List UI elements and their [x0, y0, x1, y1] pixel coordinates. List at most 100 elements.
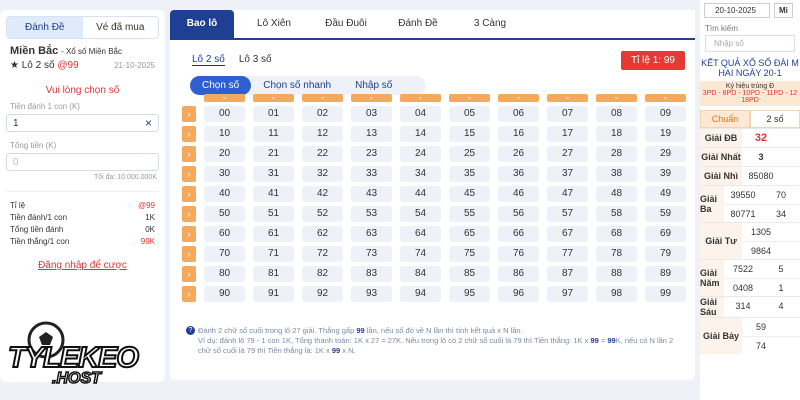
number-cell[interactable]: 74	[400, 246, 441, 262]
number-cell[interactable]: 63	[351, 226, 392, 242]
number-cell[interactable]: 20	[204, 146, 245, 162]
number-cell[interactable]: 83	[351, 266, 392, 282]
number-cell[interactable]: 32	[302, 166, 343, 182]
row-select[interactable]: ›	[182, 186, 196, 202]
row-select[interactable]: ›	[182, 146, 196, 162]
number-cell[interactable]: 00	[204, 106, 245, 122]
number-cell[interactable]: 69	[645, 226, 686, 242]
number-cell[interactable]: 94	[400, 286, 441, 302]
number-cell[interactable]: 30	[204, 166, 245, 182]
number-cell[interactable]: 13	[351, 126, 392, 142]
number-cell[interactable]: 39	[645, 166, 686, 182]
view-tab[interactable]: Chuẩn	[700, 110, 750, 128]
number-cell[interactable]: 78	[596, 246, 637, 262]
number-cell[interactable]: 01	[253, 106, 294, 122]
number-cell[interactable]: 93	[351, 286, 392, 302]
column-select[interactable]: ⌄	[645, 94, 686, 102]
number-cell[interactable]: 45	[449, 186, 490, 202]
sub-tab[interactable]: Lô 3 số	[238, 54, 272, 65]
number-cell[interactable]: 41	[253, 186, 294, 202]
column-select[interactable]: ⌄	[302, 94, 343, 102]
number-cell[interactable]: 05	[449, 106, 490, 122]
number-cell[interactable]: 68	[596, 226, 637, 242]
number-cell[interactable]: 97	[547, 286, 588, 302]
number-cell[interactable]: 27	[547, 146, 588, 162]
search-input[interactable]: Nhập số	[705, 35, 795, 52]
number-cell[interactable]: 90	[204, 286, 245, 302]
row-select[interactable]: ›	[182, 266, 196, 282]
number-cell[interactable]: 72	[302, 246, 343, 262]
number-cell[interactable]: 12	[302, 126, 343, 142]
number-cell[interactable]: 53	[351, 206, 392, 222]
number-cell[interactable]: 60	[204, 226, 245, 242]
number-cell[interactable]: 15	[449, 126, 490, 142]
number-cell[interactable]: 59	[645, 206, 686, 222]
number-cell[interactable]: 85	[449, 266, 490, 282]
number-cell[interactable]: 51	[253, 206, 294, 222]
number-cell[interactable]: 96	[498, 286, 539, 302]
clear-icon[interactable]: ×	[144, 116, 152, 130]
number-cell[interactable]: 98	[596, 286, 637, 302]
number-cell[interactable]: 17	[547, 126, 588, 142]
number-cell[interactable]: 06	[498, 106, 539, 122]
number-cell[interactable]: 77	[547, 246, 588, 262]
number-cell[interactable]: 71	[253, 246, 294, 262]
number-cell[interactable]: 64	[400, 226, 441, 242]
number-cell[interactable]: 04	[400, 106, 441, 122]
number-cell[interactable]: 86	[498, 266, 539, 282]
number-cell[interactable]: 07	[547, 106, 588, 122]
number-cell[interactable]: 82	[302, 266, 343, 282]
row-select[interactable]: ›	[182, 206, 196, 222]
number-cell[interactable]: 35	[449, 166, 490, 182]
number-cell[interactable]: 70	[204, 246, 245, 262]
number-cell[interactable]: 43	[351, 186, 392, 202]
number-cell[interactable]: 50	[204, 206, 245, 222]
tab[interactable]: Vé đã mua	[96, 22, 145, 33]
column-select[interactable]: ⌄	[547, 94, 588, 102]
number-cell[interactable]: 49	[645, 186, 686, 202]
number-cell[interactable]: 87	[547, 266, 588, 282]
number-cell[interactable]: 46	[498, 186, 539, 202]
number-cell[interactable]: 33	[351, 166, 392, 182]
number-cell[interactable]: 09	[645, 106, 686, 122]
number-cell[interactable]: 48	[596, 186, 637, 202]
number-cell[interactable]: 10	[204, 126, 245, 142]
row-select[interactable]: ›	[182, 286, 196, 302]
number-cell[interactable]: 24	[400, 146, 441, 162]
number-cell[interactable]: 56	[498, 206, 539, 222]
game-tab[interactable]: Lô Xiên	[257, 18, 291, 29]
game-tab[interactable]: 3 Càng	[473, 18, 507, 29]
row-select[interactable]: ›	[182, 226, 196, 242]
column-select[interactable]: ⌄	[596, 94, 637, 102]
mode-tab[interactable]: Chọn số nhanh	[263, 80, 332, 91]
stake-input[interactable]: 1 ×	[6, 114, 159, 132]
mode-tab[interactable]: Nhập số	[355, 80, 393, 91]
sub-tab[interactable]: Lô 2 số	[192, 54, 225, 66]
number-cell[interactable]: 18	[596, 126, 637, 142]
number-cell[interactable]: 62	[302, 226, 343, 242]
number-cell[interactable]: 54	[400, 206, 441, 222]
number-cell[interactable]: 81	[253, 266, 294, 282]
tab[interactable]: Đánh Đề	[7, 17, 83, 38]
column-select[interactable]: ⌄	[351, 94, 392, 102]
number-cell[interactable]: 47	[547, 186, 588, 202]
number-cell[interactable]: 37	[547, 166, 588, 182]
view-tab[interactable]: 2 số	[750, 110, 800, 128]
row-select[interactable]: ›	[182, 126, 196, 142]
number-cell[interactable]: 03	[351, 106, 392, 122]
number-cell[interactable]: 95	[449, 286, 490, 302]
number-cell[interactable]: 36	[498, 166, 539, 182]
number-cell[interactable]: 88	[596, 266, 637, 282]
number-cell[interactable]: 66	[498, 226, 539, 242]
number-cell[interactable]: 76	[498, 246, 539, 262]
number-cell[interactable]: 80	[204, 266, 245, 282]
number-cell[interactable]: 31	[253, 166, 294, 182]
number-cell[interactable]: 25	[449, 146, 490, 162]
number-cell[interactable]: 23	[351, 146, 392, 162]
number-cell[interactable]: 21	[253, 146, 294, 162]
number-cell[interactable]: 14	[400, 126, 441, 142]
region-button[interactable]: Mi	[774, 3, 793, 18]
column-select[interactable]: ⌄	[498, 94, 539, 102]
number-cell[interactable]: 29	[645, 146, 686, 162]
number-cell[interactable]: 65	[449, 226, 490, 242]
